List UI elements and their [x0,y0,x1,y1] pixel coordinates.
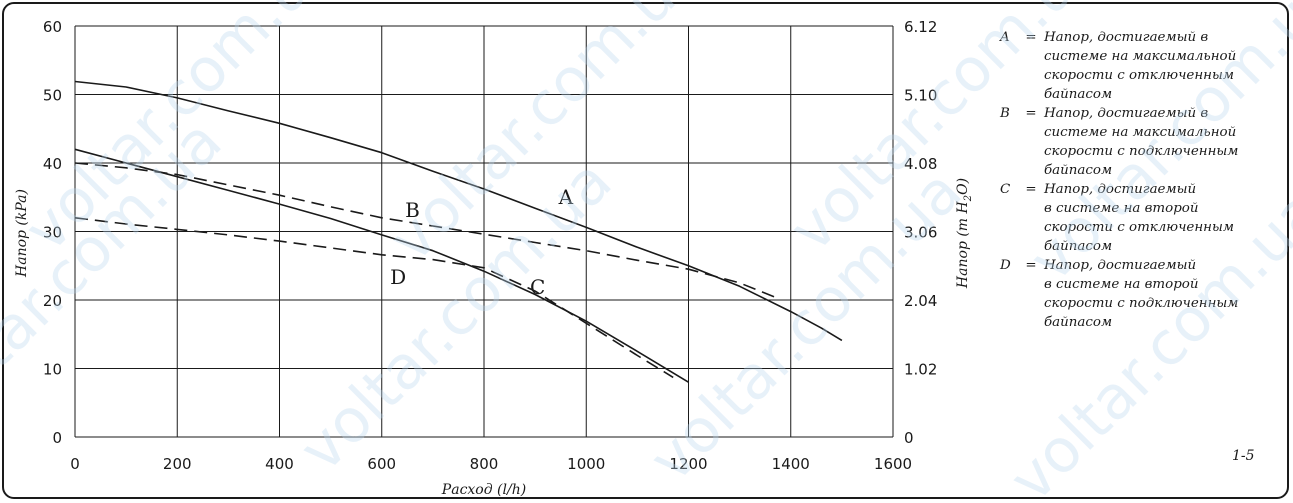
y2-tick-labels: 0 1.02 2.04 3.06 4.08 5.10 6.12 [904,18,937,447]
legend: A = Напор, достигаемый в системе на максим… [1000,28,1290,332]
series-label-c: C [530,275,545,299]
y2-tick-label: 1.02 [904,361,937,379]
legend-description: Напор, достигаемый в системе на максимал… [1044,106,1239,178]
legend-equals: = [1025,182,1037,197]
y2-tick-label: 0 [904,429,914,447]
x-tick-label: 1400 [772,455,810,473]
legend-equals: = [1025,106,1037,121]
legend-equals: = [1025,30,1037,45]
y-tick-label: 30 [43,224,62,242]
series-line-c [74,148,689,383]
legend-item-a: A = Напор, достигаемый в системе на максим… [1000,28,1290,104]
legend-letter: A [1000,30,1010,45]
y-tick-labels: 0 10 20 30 40 50 60 [43,18,62,447]
series-label-d: D [390,265,406,289]
x-tick-label: 200 [163,455,192,473]
series-line-b [74,162,776,299]
y-tick-label: 50 [43,87,62,105]
series-lines [74,80,843,383]
legend-item-c: C = Напор, достигаемый в системе на второй… [1000,180,1290,256]
x-tick-label: 400 [265,455,294,473]
series-labels: A B C D [390,185,573,299]
x-tick-label: 800 [470,455,499,473]
legend-equals: = [1025,258,1037,273]
figure-number: 1-5 [1232,448,1255,464]
y-tick-label: 20 [43,292,62,310]
x-tick-label: 0 [70,455,80,473]
legend-description: Напор, достигаемый в системе на второй с… [1044,182,1234,254]
series-line-a [74,80,843,342]
series-label-a: A [558,185,574,209]
x-axis-label: Расход (l/h) [441,482,526,498]
x-tick-label: 600 [367,455,396,473]
y2-tick-label: 4.08 [904,155,937,173]
y-tick-label: 0 [52,429,62,447]
x-tick-label: 1600 [874,455,912,473]
x-tick-labels: 0 200 400 600 800 1000 1200 1400 1600 [70,455,912,473]
legend-item-d: D = Напор, достигаемый в системе на второй… [1000,256,1290,332]
y2-tick-label: 5.10 [904,87,937,105]
x-tick-label: 1200 [669,455,707,473]
x-tick-label: 1000 [567,455,605,473]
y-tick-label: 60 [43,18,62,36]
legend-letter: B [1000,106,1010,121]
legend-description: Напор, достигаемый в системе на максимал… [1044,30,1237,102]
legend-letter: C [1000,182,1011,197]
legend-letter: D [1000,258,1011,273]
y2-tick-label: 3.06 [904,224,937,242]
legend-item-b: B = Напор, достигаемый в системе на максим… [1000,104,1290,180]
y-tick-label: 10 [43,361,62,379]
y-tick-label: 40 [43,155,62,173]
y-axis-label: Напор (kPa) [14,189,30,278]
series-line-d [74,217,674,379]
grid [74,25,894,438]
series-label-b: B [405,198,420,222]
y2-axis-label: Напор (m H2O) [955,178,974,289]
y2-tick-label: 6.12 [904,18,937,36]
y2-tick-label: 2.04 [904,292,937,310]
legend-description: Напор, достигаемый в системе на второй с… [1044,258,1239,330]
